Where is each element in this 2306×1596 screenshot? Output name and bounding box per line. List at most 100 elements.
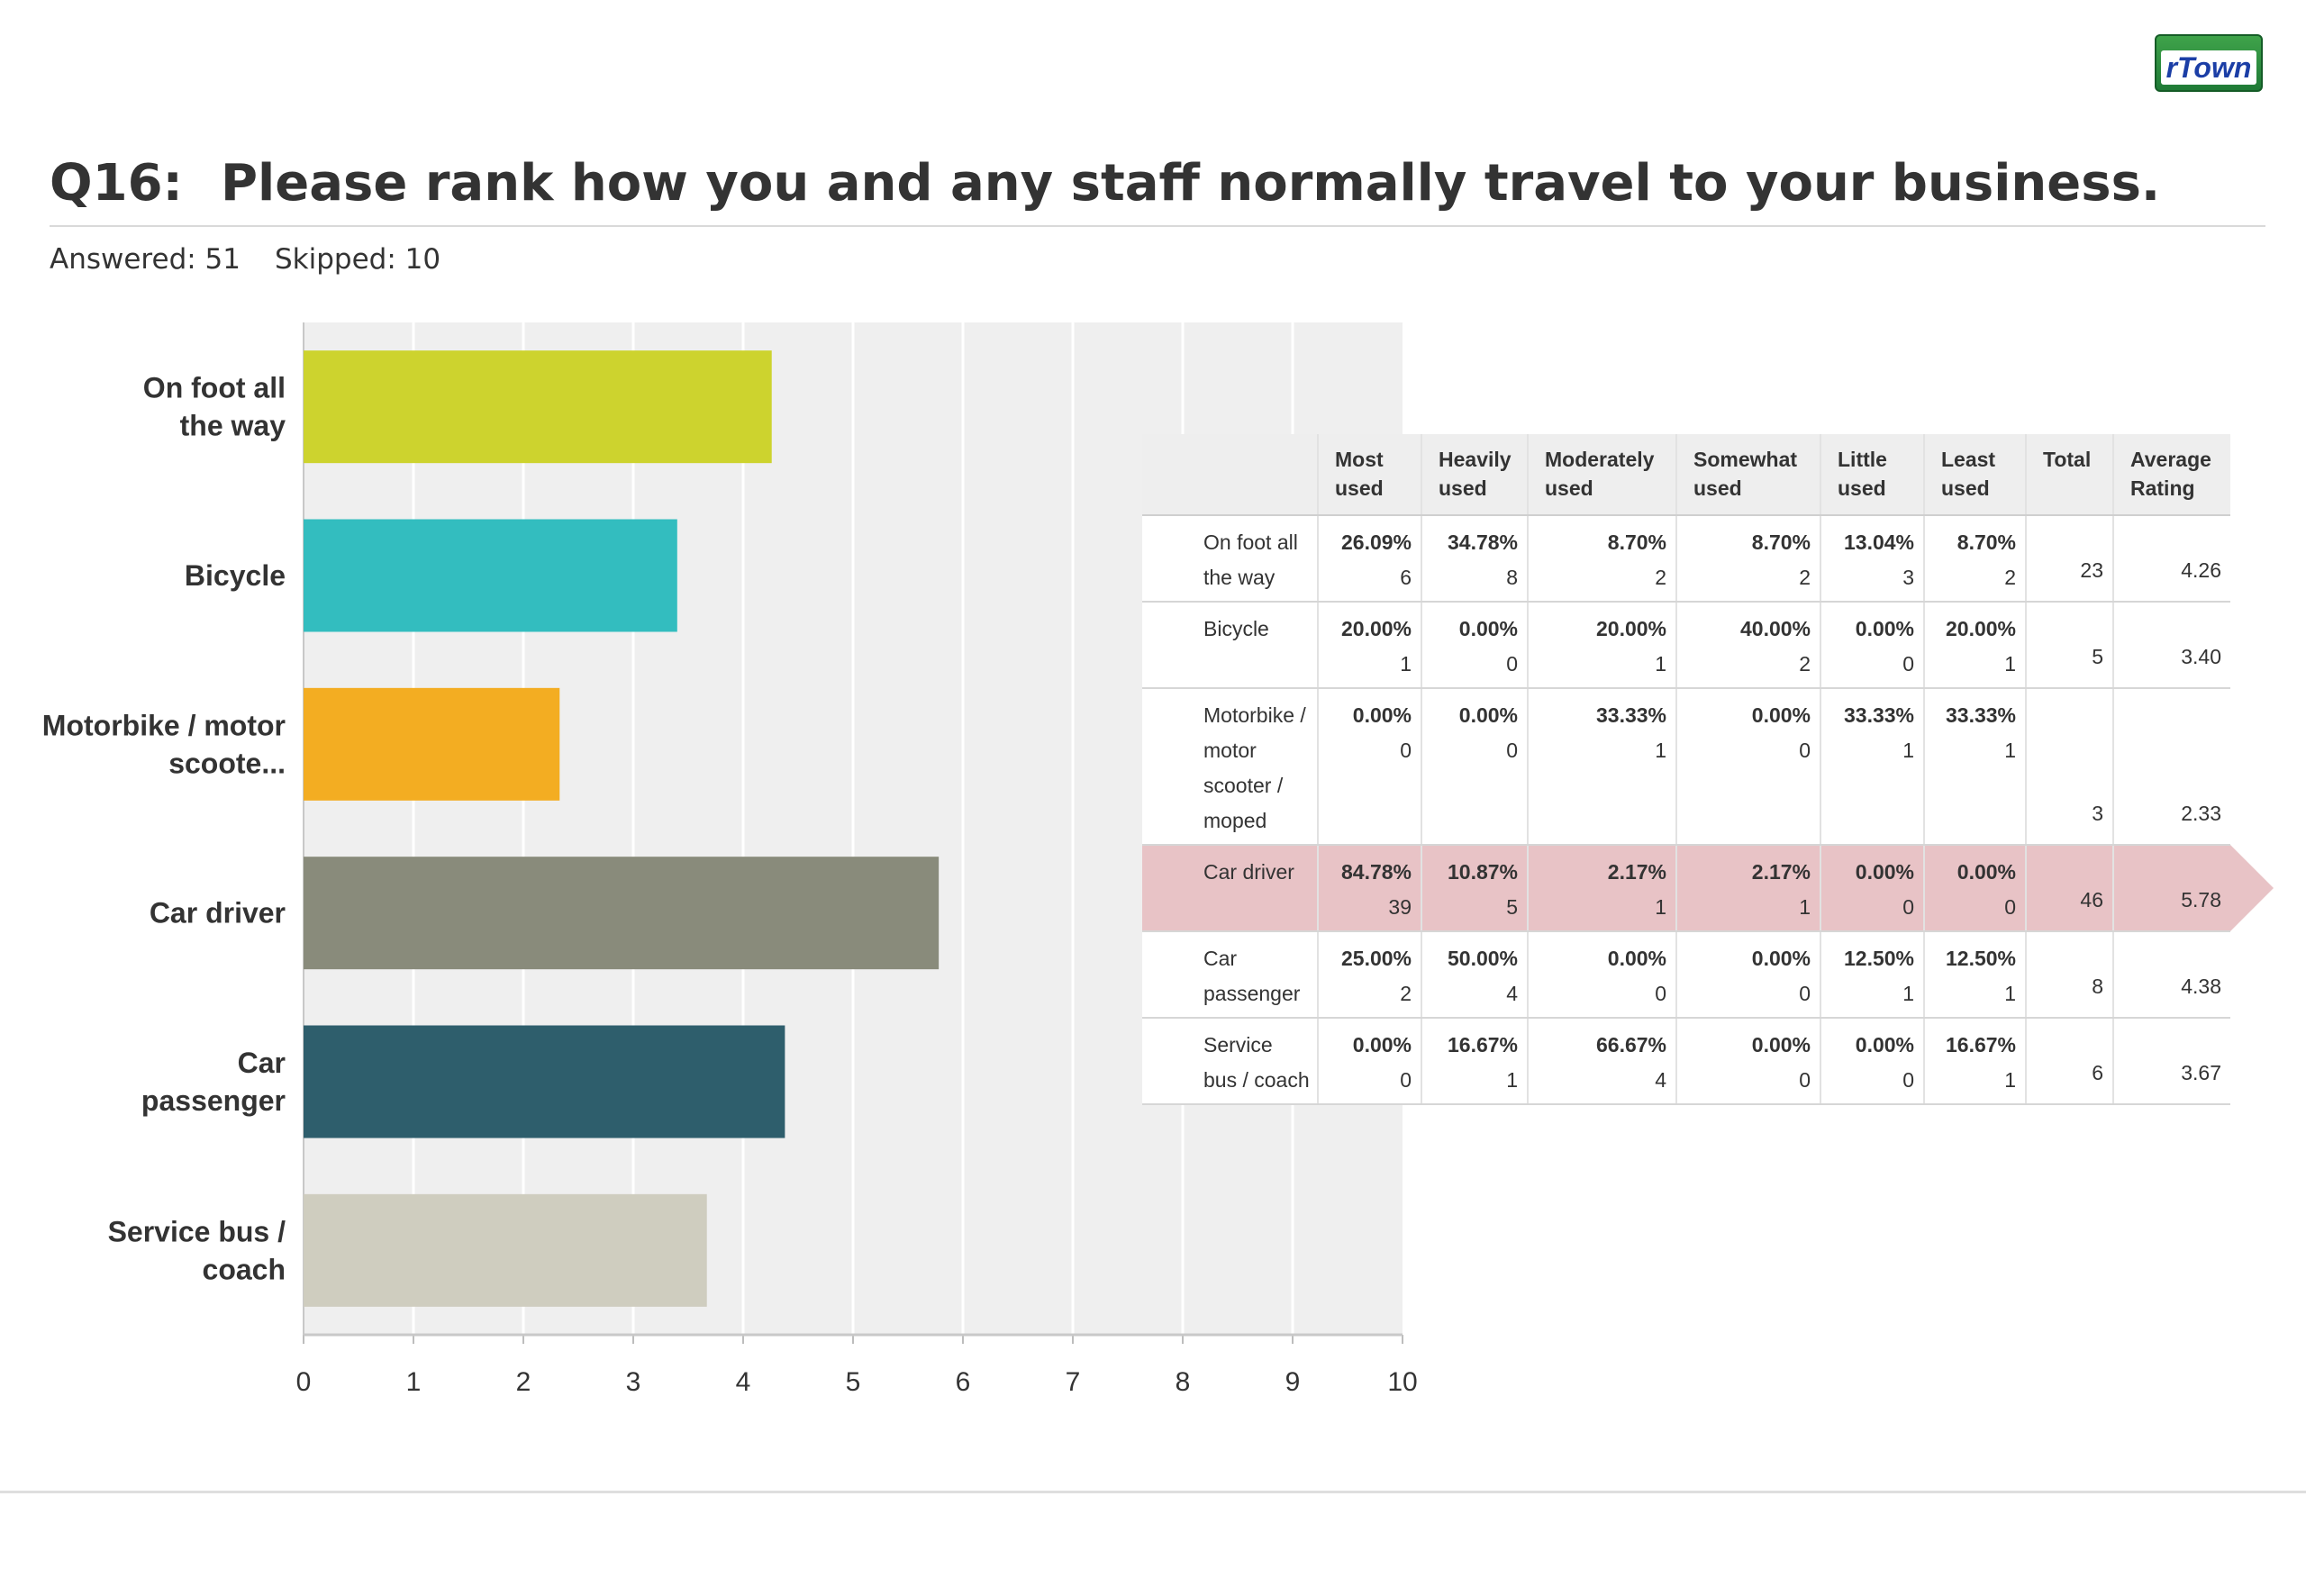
cell-count: 0 [1799,982,1811,1005]
cell-count: 1 [1655,652,1666,676]
cell-percent: 34.78% [1447,530,1518,554]
cell-percent: 33.33% [1843,703,1914,727]
table-cell: 2.17% 1 [1528,845,1677,932]
table-body: On foot all the way 26.09% 6 34.78% 8 8.70% 2 8… [1142,515,2230,1105]
table-cell: 33.33% 1 [1924,688,2027,846]
rating-table-panel: Most used Heavily used Moderately used Some… [1142,434,2230,1105]
row-label: Car passenger [1142,931,1319,1019]
x-tick-label: 5 [846,1367,861,1397]
cell-percent: 0.00% [1751,703,1811,727]
cell-count: 0 [1799,1068,1811,1092]
cell-count: 1 [1655,739,1666,762]
cell-percent: 8.70% [1956,530,2016,554]
table-cell: 26.09% 6 [1318,515,1422,603]
cell-percent: 0.00% [1855,617,1914,640]
cell-percent: 33.33% [1595,703,1666,727]
row-total: 3 [2026,688,2114,846]
column-header: Moderately used [1528,434,1677,516]
cell-percent: 0.00% [1352,1033,1412,1056]
cell-percent: 2.17% [1607,860,1666,884]
table-cell: 8.70% 2 [1924,515,2027,603]
table-cell: 0.00% 0 [1676,1018,1821,1105]
cell-percent: 0.00% [1855,860,1914,884]
row-average-rating: 5.78 [2113,845,2230,932]
cell-percent: 50.00% [1447,947,1518,970]
cell-percent: 33.33% [1945,703,2016,727]
cell-count: 1 [1506,1068,1518,1092]
cell-count: 1 [1799,895,1811,919]
category-label: Service bus / coach [108,1215,286,1285]
cell-percent: 10.87% [1447,860,1518,884]
table-row: On foot all the way 26.09% 6 34.78% 8 8.70% 2 8… [1142,515,2230,603]
table-cell: 20.00% 1 [1924,602,2027,689]
cell-percent: 0.00% [1458,617,1518,640]
column-header: Average Rating [2113,434,2230,516]
cell-count: 1 [1902,739,1914,762]
table-cell: 8.70% 2 [1528,515,1677,603]
table-cell: 16.67% 1 [1924,1018,2027,1105]
table-cell: 0.00% 0 [1676,931,1821,1019]
table-cell: 2.17% 1 [1676,845,1821,932]
x-tick-label: 4 [736,1367,751,1397]
x-tick-label: 2 [516,1367,531,1397]
cell-count: 1 [2004,739,2016,762]
cell-percent: 8.70% [1607,530,1666,554]
table-cell: 12.50% 1 [1820,931,1925,1019]
category-label: Car driver [150,897,286,929]
cell-count: 1 [2004,982,2016,1005]
table-cell: 34.78% 8 [1421,515,1529,603]
table-row: Bicycle 20.00% 1 0.00% 0 20.00% 1 40.00% 2 0.00% 0… [1142,602,2230,689]
cell-count: 1 [1655,895,1666,919]
cell-percent: 12.50% [1843,947,1914,970]
highlight-row-arrow [2230,845,2274,931]
cell-count: 0 [1400,739,1412,762]
table-cell: 33.33% 1 [1820,688,1925,846]
table-row: Motorbike / motor scooter / moped 0.00% 0 0… [1142,688,2230,846]
cell-count: 1 [2004,1068,2016,1092]
bar [304,350,772,464]
skipped-count: Skipped: 10 [275,243,441,276]
cell-percent: 0.00% [1458,703,1518,727]
cell-percent: 66.67% [1595,1033,1666,1056]
cell-count: 2 [1799,652,1811,676]
cell-percent: 0.00% [1352,703,1412,727]
cell-count: 2 [1400,982,1412,1005]
row-average-rating: 2.33 [2113,688,2230,846]
row-total: 6 [2026,1018,2114,1105]
row-total: 5 [2026,602,2114,689]
row-label: Motorbike / motor scooter / moped [1142,688,1319,846]
cell-count: 0 [1655,982,1666,1005]
row-label: Service bus / coach [1142,1018,1319,1105]
row-total: 23 [2026,515,2114,603]
answered-count: Answered: 51 [50,243,241,276]
table-header-row: Most used Heavily used Moderately used Some… [1142,434,2230,516]
bar [304,857,940,970]
category-label: Motorbike / motor scoote... [42,709,286,779]
cell-count: 3 [1902,566,1914,589]
cell-count: 4 [1655,1068,1666,1092]
cell-percent: 0.00% [1855,1033,1914,1056]
cell-count: 0 [1506,652,1518,676]
cell-count: 4 [1506,982,1518,1005]
column-header: Most used [1318,434,1422,516]
table-cell: 33.33% 1 [1528,688,1677,846]
table-cell: 0.00% 0 [1820,1018,1925,1105]
cell-percent: 0.00% [1751,1033,1811,1056]
table-cell: 0.00% 0 [1318,1018,1422,1105]
cell-count: 0 [1902,1068,1914,1092]
row-label: Car driver [1142,845,1319,932]
x-tick-label: 3 [626,1367,641,1397]
cell-percent: 2.17% [1751,860,1811,884]
cell-percent: 20.00% [1945,617,2016,640]
bar [304,1025,785,1138]
table-cell: 0.00% 0 [1676,688,1821,846]
table-cell: 16.67% 1 [1421,1018,1529,1105]
table-cell: 0.00% 0 [1421,688,1529,846]
column-header: Little used [1820,434,1925,516]
table-cell: 66.67% 4 [1528,1018,1677,1105]
table-cell: 0.00% 0 [1924,845,2027,932]
cell-count: 1 [2004,652,2016,676]
table-cell: 25.00% 2 [1318,931,1422,1019]
column-header [1142,434,1319,516]
cell-percent: 20.00% [1595,617,1666,640]
